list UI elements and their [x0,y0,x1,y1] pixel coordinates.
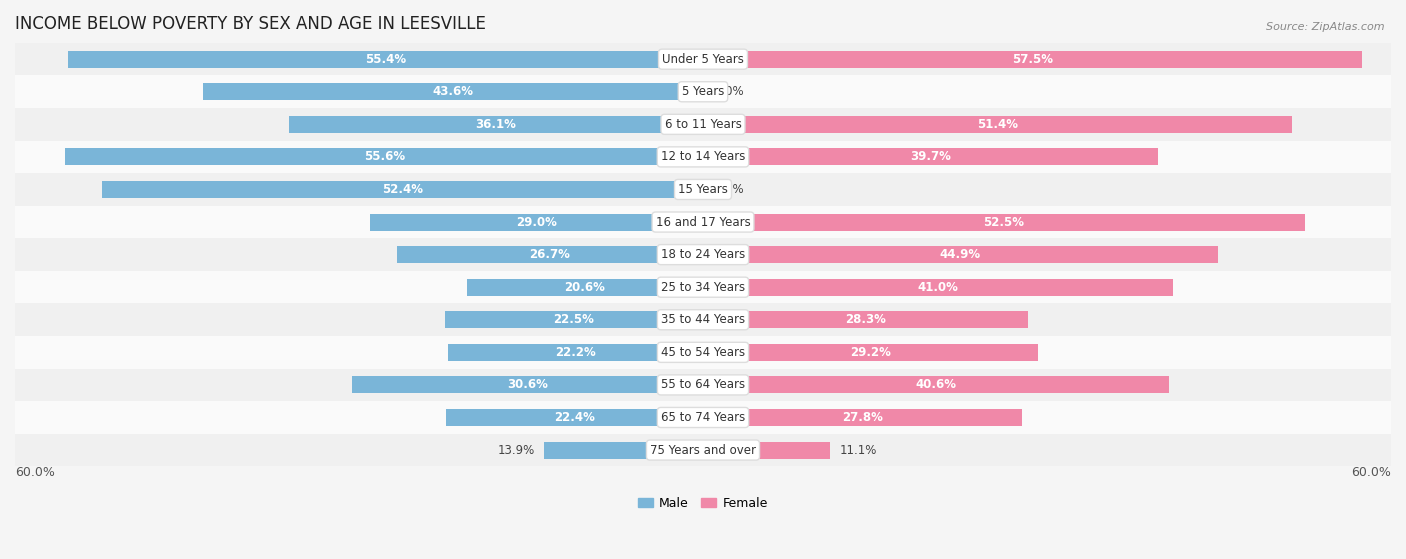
Bar [703,51,1362,68]
Text: 60.0%: 60.0% [1351,466,1391,480]
Bar [15,401,1391,434]
Text: 65 to 74 Years: 65 to 74 Years [661,411,745,424]
Text: 41.0%: 41.0% [918,281,959,293]
Bar [449,344,703,361]
Bar [446,311,703,328]
Text: 43.6%: 43.6% [433,86,474,98]
Bar [15,141,1391,173]
Bar [15,75,1391,108]
Text: 12 to 14 Years: 12 to 14 Years [661,150,745,163]
Text: 26.7%: 26.7% [530,248,571,261]
Text: Source: ZipAtlas.com: Source: ZipAtlas.com [1267,22,1385,32]
Text: 15 Years: 15 Years [678,183,728,196]
Text: 28.3%: 28.3% [845,313,886,326]
Text: Under 5 Years: Under 5 Years [662,53,744,65]
Text: 51.4%: 51.4% [977,118,1018,131]
Text: 75 Years and over: 75 Years and over [650,443,756,457]
Bar [703,279,1173,296]
Text: 36.1%: 36.1% [475,118,516,131]
Bar [15,173,1391,206]
Bar [703,344,1038,361]
Bar [446,409,703,426]
Text: 44.9%: 44.9% [939,248,981,261]
Bar [290,116,703,133]
Bar [66,149,703,165]
Legend: Male, Female: Male, Female [633,492,773,515]
Bar [352,376,703,394]
Text: 30.6%: 30.6% [508,378,548,391]
Text: 22.2%: 22.2% [555,346,596,359]
Bar [103,181,703,198]
Bar [15,336,1391,368]
Bar [703,442,831,458]
Bar [15,304,1391,336]
Text: 60.0%: 60.0% [15,466,55,480]
Text: 55 to 64 Years: 55 to 64 Years [661,378,745,391]
Bar [544,442,703,458]
Bar [15,434,1391,466]
Bar [703,149,1159,165]
Bar [15,368,1391,401]
Text: 40.6%: 40.6% [915,378,956,391]
Text: 25 to 34 Years: 25 to 34 Years [661,281,745,293]
Bar [396,246,703,263]
Bar [703,116,1292,133]
Text: 27.8%: 27.8% [842,411,883,424]
Text: 6 to 11 Years: 6 to 11 Years [665,118,741,131]
Text: 39.7%: 39.7% [910,150,950,163]
Bar [15,43,1391,75]
Text: 55.4%: 55.4% [364,53,406,65]
Text: 20.6%: 20.6% [564,281,606,293]
Text: 0.0%: 0.0% [714,86,744,98]
Bar [703,246,1218,263]
Bar [703,376,1168,394]
Text: 16 and 17 Years: 16 and 17 Years [655,216,751,229]
Bar [703,311,1028,328]
Bar [202,83,703,100]
Text: 0.0%: 0.0% [714,183,744,196]
Text: 52.5%: 52.5% [984,216,1025,229]
Bar [370,214,703,230]
Text: 5 Years: 5 Years [682,86,724,98]
Text: 52.4%: 52.4% [382,183,423,196]
Text: 22.4%: 22.4% [554,411,595,424]
Text: 29.0%: 29.0% [516,216,557,229]
Bar [703,409,1022,426]
Text: 57.5%: 57.5% [1012,53,1053,65]
Text: 11.1%: 11.1% [839,443,877,457]
Text: 29.2%: 29.2% [851,346,891,359]
Bar [15,271,1391,304]
Text: 13.9%: 13.9% [498,443,534,457]
Text: 35 to 44 Years: 35 to 44 Years [661,313,745,326]
Bar [15,238,1391,271]
Bar [67,51,703,68]
Text: 55.6%: 55.6% [364,150,405,163]
Text: 18 to 24 Years: 18 to 24 Years [661,248,745,261]
Text: 22.5%: 22.5% [554,313,595,326]
Bar [15,108,1391,141]
Text: INCOME BELOW POVERTY BY SEX AND AGE IN LEESVILLE: INCOME BELOW POVERTY BY SEX AND AGE IN L… [15,15,486,33]
Bar [15,206,1391,238]
Text: 45 to 54 Years: 45 to 54 Years [661,346,745,359]
Bar [703,214,1305,230]
Bar [467,279,703,296]
